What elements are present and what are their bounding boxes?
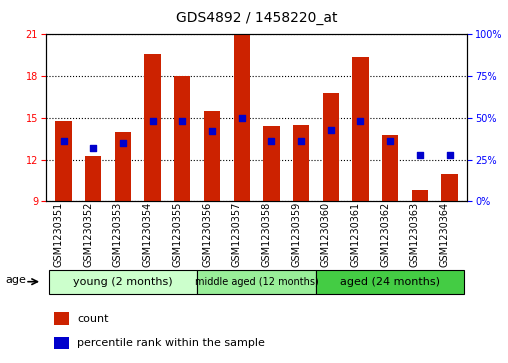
Point	[416, 152, 424, 158]
Text: GSM1230354: GSM1230354	[143, 201, 152, 267]
Point	[89, 145, 98, 151]
Bar	[411, 190, 428, 201]
Point	[357, 118, 365, 124]
Point	[297, 138, 305, 144]
Bar	[293, 125, 309, 201]
Point	[119, 140, 127, 146]
Point	[59, 138, 68, 144]
Text: percentile rank within the sample: percentile rank within the sample	[77, 338, 265, 348]
Bar	[263, 126, 279, 201]
Text: GSM1230359: GSM1230359	[291, 201, 301, 267]
Bar	[234, 34, 250, 201]
Text: GSM1230361: GSM1230361	[351, 201, 361, 266]
Text: count: count	[77, 314, 109, 323]
Bar	[353, 57, 369, 201]
Point	[208, 129, 216, 134]
Text: GDS4892 / 1458220_at: GDS4892 / 1458220_at	[176, 11, 337, 25]
Text: middle aged (12 months): middle aged (12 months)	[195, 277, 319, 287]
Point	[386, 138, 394, 144]
Bar	[174, 76, 190, 201]
Text: GSM1230356: GSM1230356	[202, 201, 212, 267]
Point	[446, 152, 454, 158]
Bar	[115, 132, 131, 201]
Text: GSM1230352: GSM1230352	[83, 201, 93, 267]
Bar	[382, 135, 398, 201]
Text: young (2 months): young (2 months)	[73, 277, 173, 287]
Bar	[441, 174, 458, 201]
Text: GSM1230355: GSM1230355	[172, 201, 182, 267]
Bar	[54, 313, 69, 325]
Text: GSM1230353: GSM1230353	[113, 201, 123, 267]
Point	[238, 115, 246, 121]
Point	[178, 118, 186, 124]
FancyBboxPatch shape	[197, 270, 316, 294]
Text: aged (24 months): aged (24 months)	[340, 277, 440, 287]
Text: GSM1230364: GSM1230364	[439, 201, 450, 266]
FancyBboxPatch shape	[49, 270, 197, 294]
Text: GSM1230358: GSM1230358	[262, 201, 271, 267]
Bar	[54, 337, 69, 350]
Text: GSM1230357: GSM1230357	[232, 201, 242, 267]
Bar	[85, 155, 102, 201]
Text: GSM1230363: GSM1230363	[410, 201, 420, 266]
Bar	[323, 93, 339, 201]
Text: GSM1230351: GSM1230351	[53, 201, 64, 267]
Text: GSM1230362: GSM1230362	[380, 201, 390, 267]
Bar	[55, 121, 72, 201]
Text: age: age	[6, 274, 26, 285]
Bar	[204, 111, 220, 201]
FancyBboxPatch shape	[316, 270, 464, 294]
Point	[327, 127, 335, 132]
Bar	[144, 54, 161, 201]
Point	[148, 118, 156, 124]
Point	[267, 138, 275, 144]
Text: GSM1230360: GSM1230360	[321, 201, 331, 266]
